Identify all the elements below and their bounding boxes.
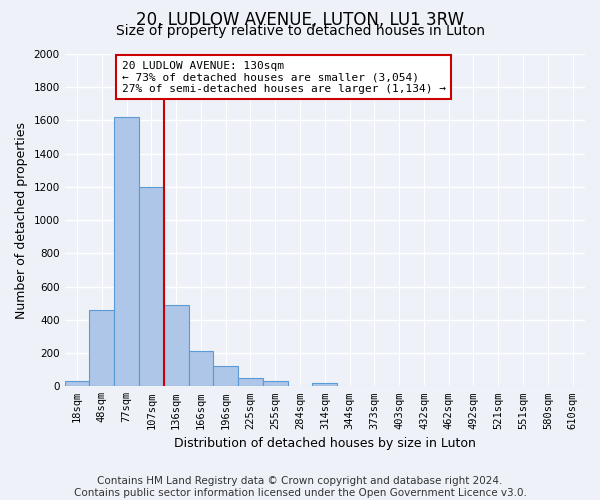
Y-axis label: Number of detached properties: Number of detached properties [15, 122, 28, 318]
X-axis label: Distribution of detached houses by size in Luton: Distribution of detached houses by size … [174, 437, 476, 450]
Bar [313, 383, 337, 386]
Text: Size of property relative to detached houses in Luton: Size of property relative to detached ho… [115, 24, 485, 38]
Bar [114, 117, 139, 386]
Bar [164, 305, 188, 386]
Text: 20 LUDLOW AVENUE: 130sqm
← 73% of detached houses are smaller (3,054)
27% of sem: 20 LUDLOW AVENUE: 130sqm ← 73% of detach… [122, 60, 446, 94]
Bar [89, 310, 114, 386]
Bar [214, 366, 238, 386]
Text: Contains HM Land Registry data © Crown copyright and database right 2024.
Contai: Contains HM Land Registry data © Crown c… [74, 476, 526, 498]
Bar [139, 187, 164, 386]
Text: 20, LUDLOW AVENUE, LUTON, LU1 3RW: 20, LUDLOW AVENUE, LUTON, LU1 3RW [136, 11, 464, 29]
Bar [188, 352, 214, 386]
Bar [65, 382, 89, 386]
Bar [238, 378, 263, 386]
Bar [263, 382, 287, 386]
